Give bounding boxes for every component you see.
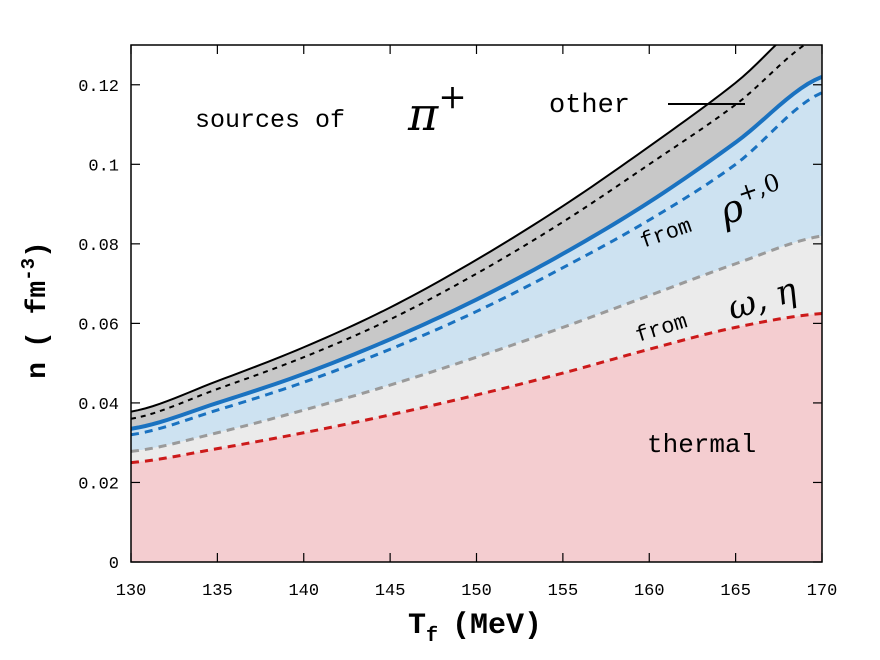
series-line-from-rho (131, 74, 822, 431)
series-line-from-rho-dotted (131, 91, 822, 437)
x-tick-label: 165 (720, 582, 751, 601)
x-axis-title-main: T (408, 609, 426, 643)
annotation-other: other (549, 91, 630, 121)
x-tick-label: 145 (375, 582, 406, 601)
x-tick-label: 140 (288, 582, 319, 601)
y-tick-label: 0.1 (88, 157, 119, 176)
x-tick-label: 155 (548, 582, 579, 601)
x-axis-title-unit: (MeV) (452, 609, 542, 643)
annotation-pion-sup: + (438, 77, 467, 117)
band-other (131, 45, 822, 429)
x-axis-title: Tf (MeV) (408, 609, 542, 648)
y-tick-label: 0.08 (78, 237, 119, 256)
y-tick-label: 0 (109, 555, 119, 574)
x-axis-ticks: 130 135 140 145 150 155 160 165 170 (116, 45, 838, 601)
y-axis-title-unit-close: ) (23, 241, 54, 258)
band-fills (131, 45, 822, 562)
x-tick-label: 160 (634, 582, 665, 601)
y-axis-title-unit-open: ( fm (23, 281, 54, 348)
y-tick-label: 0.06 (78, 316, 119, 335)
y-tick-label: 0.12 (78, 78, 119, 97)
x-tick-label: 135 (202, 582, 233, 601)
y-tick-label: 0.02 (78, 475, 119, 494)
series-line-from-omega-eta (131, 234, 822, 453)
series-line-other-dotted (131, 45, 807, 420)
y-axis-title-exp: -3 (18, 258, 40, 281)
y-axis-title: n ( fm-3) (18, 241, 54, 379)
series-line-thermal (131, 311, 822, 465)
annotation-pion-symbol: π (407, 87, 439, 141)
x-axis-title-sub: f (426, 625, 438, 648)
y-tick-label: 0.04 (78, 396, 119, 415)
band-thermal (131, 313, 822, 562)
x-tick-label: 170 (807, 582, 838, 601)
band-from-rho (131, 76, 822, 452)
x-tick-label: 130 (116, 582, 147, 601)
x-tick-label: 150 (461, 582, 492, 601)
annotation-sources: sources of (195, 106, 345, 135)
y-axis-title-main: n (23, 362, 54, 379)
series-lines (131, 45, 822, 465)
y-axis-ticks: 0 0.02 0.04 0.06 0.08 0.1 0.12 (78, 78, 822, 574)
annotation-pion: π+ (407, 77, 467, 141)
annotation-thermal: thermal (647, 430, 756, 460)
